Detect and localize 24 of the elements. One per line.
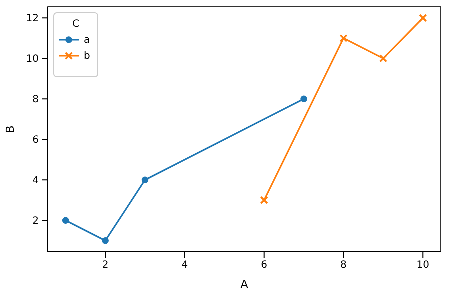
point	[340, 34, 348, 42]
point	[142, 176, 149, 184]
point	[300, 96, 308, 103]
y-tick-label: 10	[26, 54, 39, 65]
y-tick-label: 2	[32, 216, 39, 227]
x-tick-label: 2	[102, 260, 109, 272]
x-tick-label: 4	[182, 260, 188, 272]
y-tick-label: 4	[32, 175, 39, 186]
y-axis-title: B	[4, 126, 17, 134]
point	[62, 217, 70, 224]
x-axis-title: A	[240, 278, 249, 291]
point	[379, 54, 388, 63]
y-tick-label: 8	[32, 94, 39, 106]
y-tick-label: 12	[26, 13, 39, 24]
x-tick-label: 6	[261, 260, 268, 272]
point	[102, 237, 109, 244]
point	[260, 196, 268, 204]
y-tick-label: 6	[32, 134, 39, 146]
legend-label: a	[84, 35, 90, 46]
x-tick-label: 10	[416, 260, 430, 272]
legend-label: b	[84, 51, 90, 62]
point	[419, 14, 428, 22]
legend-title: C	[72, 19, 80, 30]
x-tick-label: 8	[340, 260, 347, 272]
